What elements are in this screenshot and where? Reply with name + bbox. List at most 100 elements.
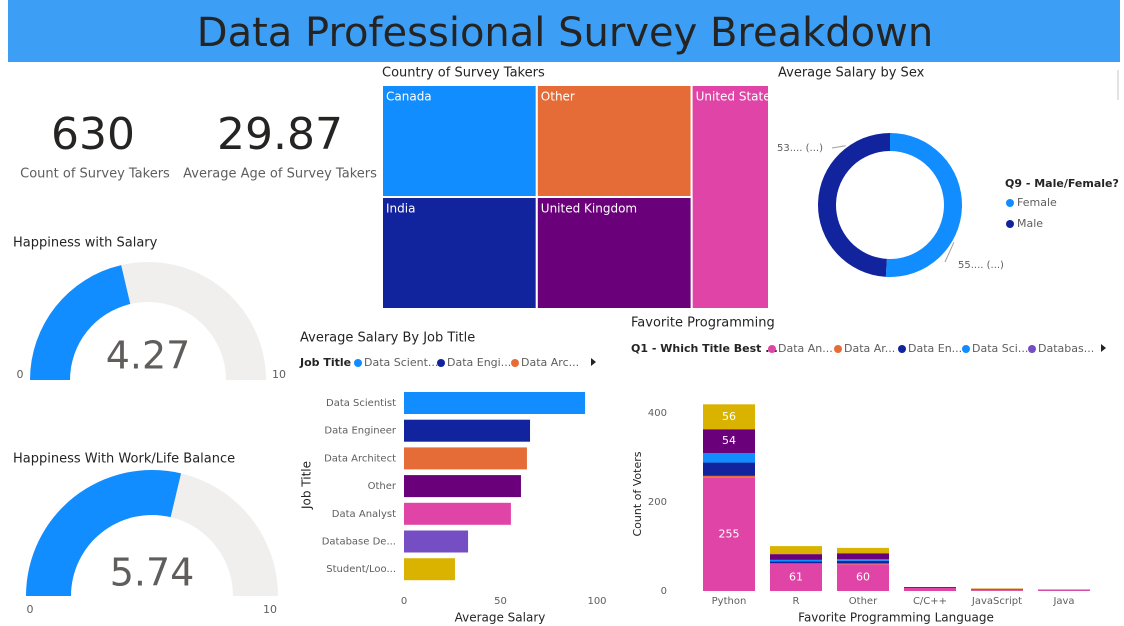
bar [404,419,531,442]
treemap-cell [535,84,693,198]
data-label: 54 [722,434,736,447]
legend-label: Data Scient... [364,356,438,369]
legend-title: Job Title [299,356,351,369]
bar-segment [837,564,889,591]
legend-dot [511,359,519,367]
gauge-value-label: 4.27 [106,334,191,378]
gauge-value-label: 5.74 [110,551,195,595]
bar-segment [770,559,822,562]
gauge-max: 10 [272,368,286,381]
legend-dot [768,345,776,353]
legend-label: Data Arc... [521,356,579,369]
card-value: 29.87 [217,109,343,160]
x-tick-label: 50 [494,596,507,607]
legend-label: Male [1017,217,1043,230]
x-tick-label: 100 [587,596,606,607]
treemap-label: India [386,202,415,216]
bar [404,558,455,581]
y-tick-label: 400 [648,408,667,419]
data-label: 56 [722,410,736,423]
bar-segment [703,404,755,430]
chart-title: Average Salary by Sex [778,66,925,81]
legend-label: Data Sci... [972,342,1028,355]
legend-title: Q1 - Which Title Best ... [631,342,778,355]
gauge-max: 10 [263,603,277,616]
legend-title: Q9 - Male/Female? [1005,177,1119,190]
card-label: Average Age of Survey Takers [183,167,377,182]
legend-arrow [1101,344,1106,352]
legend-dot [1006,220,1014,228]
legend-dot [437,359,445,367]
bar-segment [904,587,956,591]
bar-segment [770,561,822,564]
data-label: 61 [789,570,803,583]
title-banner [8,0,1120,62]
leader-line [831,145,846,149]
y-tick-label: Student/Loo... [326,564,396,575]
bar [404,447,527,470]
chart-title: Country of Survey Takers [382,66,545,81]
legend-label: Data Engi... [447,356,511,369]
bar-segment [770,554,822,560]
bar [404,502,511,525]
bar [404,530,469,553]
bar-segment [837,559,889,561]
x-tick-label: Java [1052,596,1074,607]
treemap-label: Canada [386,90,432,104]
bar-segment [703,477,755,591]
y-tick-label: Data Scientist [326,398,396,409]
legend-label: Data Ar... [844,342,895,355]
bar-segment [703,429,755,454]
page-title: Data Professional Survey Breakdown [197,10,933,56]
bar-segment [837,547,889,554]
y-axis-label: Count of Voters [631,451,644,536]
bar-segment [770,546,822,555]
gauge-min: 0 [27,603,34,616]
y-tick-label: 200 [648,497,667,508]
treemap-label: United Kingdom [541,202,637,216]
data-label: 255 [719,527,740,540]
bar-segment [904,587,956,588]
x-tick-label: Other [849,596,878,607]
gauge-value [26,469,182,596]
legend-dot [354,359,362,367]
legend-dot [1028,345,1036,353]
bar-segment [770,563,822,591]
chart-title: Average Salary By Job Title [300,331,475,346]
y-tick-label: Data Engineer [324,426,396,437]
legend-dot [834,345,842,353]
donut-slice [818,133,890,277]
bar-segment [703,453,755,463]
y-tick-label: Data Analyst [332,509,396,520]
bar-segment [837,553,889,559]
legend-label: Databas... [1038,342,1094,355]
gauge-value [30,265,131,380]
bar-segment [703,475,755,478]
treemap-cell [535,196,693,310]
treemap-cell [690,84,770,310]
x-tick-label: C/C++ [913,596,947,607]
x-tick-label: 0 [401,596,407,607]
legend-label: Female [1017,196,1057,209]
legend-label: Data An... [778,342,833,355]
bar-segment [837,560,889,564]
legend-label: Data En... [908,342,962,355]
x-tick-label: R [793,596,800,607]
card-label: Count of Survey Takers [20,167,170,182]
x-tick-label: JavaScript [971,596,1022,607]
bar-segment [837,563,889,565]
donut-label: 53.... (...) [777,143,823,154]
card-value: 630 [51,109,135,160]
x-axis-label: Favorite Programming Language [798,611,994,625]
bar [404,475,521,498]
treemap-cell [381,196,538,310]
y-axis-label: Job Title [300,461,314,510]
data-label: 60 [856,571,870,584]
y-tick-label: Data Architect [324,453,396,464]
chart-title: Happiness With Work/Life Balance [13,452,235,467]
legend-dot [962,345,970,353]
donut-slice [885,133,963,277]
bar [404,392,586,414]
legend-dot [898,345,906,353]
